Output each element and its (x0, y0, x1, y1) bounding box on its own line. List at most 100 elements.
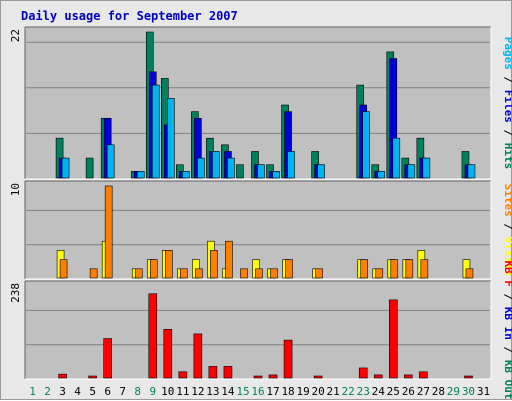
x-tick-label-day-9: 9 (149, 385, 156, 398)
legend-entry: / (502, 123, 512, 143)
bar-sites-day-17 (270, 268, 278, 279)
x-tick-label-day-26: 26 (402, 385, 415, 398)
bar-pages-day-9 (151, 84, 160, 179)
x-tick-label-day-10: 10 (161, 385, 174, 398)
bar-kbytes-out-day-9 (148, 293, 158, 379)
bar-kbytes-out-day-12 (193, 333, 203, 379)
bar-pages-day-18 (287, 151, 295, 179)
bar-sites-day-30 (465, 268, 474, 279)
bar-sites-day-20 (315, 268, 323, 279)
bar-pages-day-14 (227, 157, 235, 179)
x-tick-label-day-2: 2 (44, 385, 51, 398)
x-tick-label-day-5: 5 (89, 385, 96, 398)
bar-sites-day-16 (255, 268, 263, 279)
legend-entry: / (502, 217, 512, 237)
x-tick-label-day-17: 17 (266, 385, 279, 398)
x-tick-label-day-27: 27 (417, 385, 430, 398)
x-tick-label-day-28: 28 (432, 385, 445, 398)
y-max-label-middle: 10 (9, 183, 22, 196)
bar-pages-day-12 (197, 157, 205, 179)
bar-kbytes-out-day-3 (58, 373, 67, 379)
bar-sites-day-27 (420, 259, 429, 279)
x-tick-label-day-19: 19 (296, 385, 309, 398)
x-tick-label-day-25: 25 (387, 385, 400, 398)
bar-hits-day-5 (85, 157, 94, 179)
x-tick-label-day-6: 6 (104, 385, 111, 398)
bar-pages-day-24 (377, 171, 386, 179)
bar-pages-day-13 (212, 151, 220, 179)
x-tick-label-day-20: 20 (312, 385, 325, 398)
bar-pages-day-3 (61, 157, 70, 179)
bar-kbytes-out-day-16 (253, 375, 263, 379)
bar-pages-day-26 (407, 164, 416, 179)
bar-sites-day-15 (240, 268, 248, 279)
bar-pages-day-25 (392, 137, 401, 179)
bar-pages-day-20 (317, 164, 325, 179)
bar-pages-day-11 (182, 171, 190, 179)
bar-kbytes-out-day-10 (163, 328, 173, 379)
bar-sites-day-8 (134, 268, 143, 279)
legend-entry: KB In (502, 307, 512, 340)
bar-sites-day-13 (210, 250, 218, 279)
bar-kbytes-out-day-23 (358, 367, 368, 379)
legend-entry: Hits (502, 143, 512, 170)
bar-sites-day-3 (59, 259, 68, 279)
bar-sites-day-5 (89, 268, 98, 279)
x-tick-label-day-18: 18 (281, 385, 294, 398)
bar-kbytes-out-day-6 (103, 338, 112, 379)
bar-pages-day-8 (136, 171, 145, 179)
bar-kbytes-out-day-25 (388, 299, 398, 379)
bar-pages-day-10 (167, 98, 175, 179)
x-tick-label-day-11: 11 (176, 385, 189, 398)
x-tick-label-day-15: 15 (236, 385, 249, 398)
y-max-label-top: 22 (9, 29, 22, 42)
bar-kbytes-out-day-30 (464, 375, 473, 379)
plot-area-bottom (25, 281, 491, 379)
bar-pages-day-6 (106, 144, 115, 179)
legend-entry: KB Out (502, 360, 512, 400)
x-tick-label-day-30: 30 (462, 385, 475, 398)
bar-sites-day-10 (165, 250, 173, 279)
bar-sites-day-14 (225, 240, 233, 279)
bar-kbytes-out-day-17 (268, 374, 278, 379)
bar-kbytes-out-day-18 (283, 339, 293, 379)
y-max-label-bottom: 238 (9, 283, 22, 303)
legend-entry: Sites (502, 184, 512, 217)
legend-entry: / (502, 287, 512, 307)
bar-sites-day-12 (195, 268, 203, 279)
bar-sites-day-26 (405, 259, 414, 279)
x-tick-label-day-1: 1 (29, 385, 36, 398)
bar-sites-day-25 (390, 259, 399, 279)
bar-sites-day-18 (285, 259, 293, 279)
legend-entry: Visits (502, 237, 512, 277)
legend-entry: / (502, 340, 512, 360)
legend-bottom: KB F / KB In / KB Out (502, 260, 512, 399)
x-tick-label-day-24: 24 (372, 385, 386, 398)
bar-pages-day-30 (467, 164, 476, 179)
bar-hits-day-15 (236, 164, 244, 179)
bar-pages-day-17 (272, 171, 280, 179)
bar-kbytes-out-day-20 (313, 375, 323, 379)
legend-middle: Sites / Visits (502, 184, 512, 277)
bar-sites-day-23 (360, 259, 369, 279)
x-tick-label-day-7: 7 (119, 385, 126, 398)
bar-sites-day-24 (375, 268, 384, 279)
bar-pages-day-16 (257, 164, 265, 179)
x-tick-label-day-31: 31 (477, 385, 490, 398)
x-tick-label-day-14: 14 (221, 385, 235, 398)
x-tick-label-day-8: 8 (134, 385, 141, 398)
bar-sites-day-6 (104, 185, 113, 279)
bar-pages-day-27 (422, 157, 431, 179)
bar-kbytes-out-day-26 (404, 374, 413, 379)
x-tick-label-day-4: 4 (74, 385, 81, 398)
legend-entry: Pages (502, 37, 512, 70)
x-tick-label-day-12: 12 (191, 385, 204, 398)
legend-entry: / (502, 70, 512, 90)
bar-sites-day-11 (180, 268, 188, 279)
x-tick-label-day-21: 21 (327, 385, 340, 398)
x-tick-label-day-23: 23 (357, 385, 370, 398)
x-tick-label-day-13: 13 (206, 385, 219, 398)
legend-entry: Files (502, 90, 512, 123)
x-tick-label-day-22: 22 (342, 385, 355, 398)
